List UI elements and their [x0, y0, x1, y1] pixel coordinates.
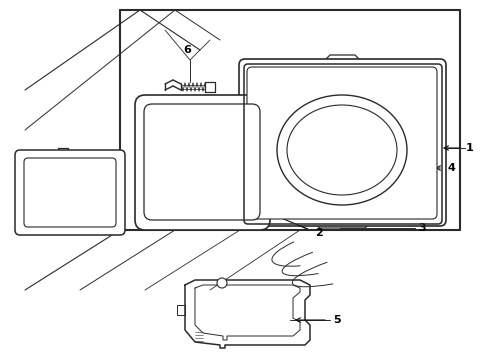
- FancyBboxPatch shape: [239, 59, 446, 226]
- Text: 3: 3: [418, 223, 426, 233]
- Text: 2: 2: [315, 228, 323, 238]
- Ellipse shape: [287, 105, 397, 195]
- Text: 6: 6: [183, 45, 191, 55]
- FancyBboxPatch shape: [144, 104, 260, 220]
- FancyBboxPatch shape: [15, 150, 125, 235]
- FancyBboxPatch shape: [247, 67, 437, 219]
- Text: 1: 1: [466, 143, 474, 153]
- FancyBboxPatch shape: [135, 95, 270, 230]
- Ellipse shape: [277, 95, 407, 205]
- Text: 4: 4: [447, 163, 455, 173]
- Text: 5: 5: [333, 315, 341, 325]
- Circle shape: [217, 278, 227, 288]
- FancyBboxPatch shape: [24, 158, 116, 227]
- Text: 7: 7: [402, 67, 410, 77]
